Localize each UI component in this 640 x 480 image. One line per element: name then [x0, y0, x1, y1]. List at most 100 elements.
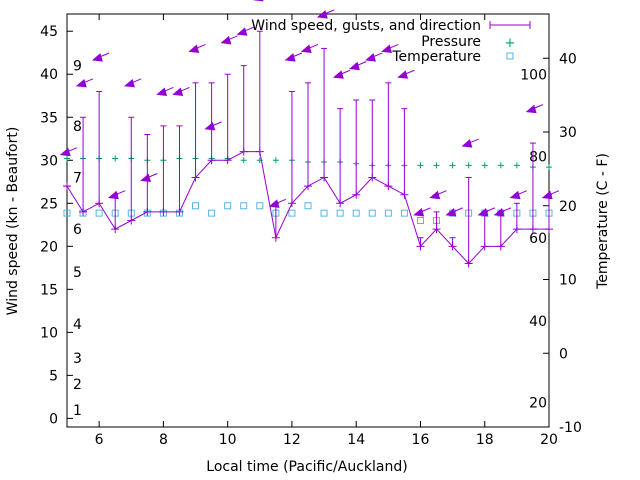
arrow-head [509, 190, 521, 200]
y2-tick-label: 40 [559, 51, 577, 67]
legend-label-pressure: Pressure [421, 34, 481, 50]
y-tick-label: 20 [40, 239, 58, 255]
arrow-head [91, 53, 103, 62]
wind-direction-arrow [397, 69, 415, 79]
wind-speed-point [464, 259, 473, 268]
x-tick-label: 12 [283, 432, 301, 448]
y2-axis-label: Temperature (C - F) [595, 153, 611, 290]
y-tick-label: 15 [40, 282, 58, 298]
wind-direction-arrow [381, 43, 399, 53]
legend-swatch-temperature [506, 52, 514, 60]
wind-speed-point [400, 190, 409, 199]
pressure-point [546, 164, 552, 171]
fahrenheit-label: 100 [520, 67, 547, 83]
arrow-head [188, 44, 200, 53]
y2-tick-label: 30 [559, 125, 577, 141]
arrow-head [59, 147, 71, 157]
wind-speed-point [512, 225, 521, 234]
wind-speed-point [255, 147, 264, 156]
arrow-head [365, 53, 376, 62]
beaufort-label: 1 [73, 403, 82, 419]
y2-tick-label: -10 [559, 420, 582, 436]
wind-speed-point [304, 182, 312, 191]
arrow-head [381, 44, 393, 53]
y2-axis-ticks: -10 0 10 20 30 40 [543, 51, 582, 436]
temperature-point [240, 202, 248, 210]
pressure-point [481, 162, 488, 169]
wind-speed-point [528, 225, 537, 234]
wind-direction-arrow [75, 78, 94, 88]
temperature-point [352, 209, 360, 217]
beaufort-label: 2 [73, 377, 82, 393]
beaufort-label: 4 [73, 317, 82, 333]
wind-speed-point [320, 173, 329, 182]
arrow-head [541, 190, 553, 200]
y-axis-label: Wind speed (kn - Beaufort) [5, 127, 21, 316]
arrow-head [493, 208, 505, 217]
pressure-point [272, 157, 279, 164]
x-tick-label: 18 [476, 432, 494, 448]
wind-speed-point [95, 199, 104, 208]
wind-direction-arrow [300, 43, 319, 53]
x-axis-label: Local time (Pacific/Auckland) [206, 459, 407, 475]
wind-direction-arrow [108, 190, 126, 200]
wind-direction-arrow [220, 35, 238, 45]
y-axis-ticks: 0 5 10 15 20 25 30 35 40 45 [40, 24, 73, 427]
temperature-point [304, 202, 312, 210]
beaufort-scale-labels: 1 2 3 4 5 6 7 8 9 [73, 59, 82, 419]
temperature-point [192, 202, 200, 210]
y2-tick-label: 10 [559, 273, 577, 289]
arrow-head [332, 70, 344, 79]
wind-direction-arrow [429, 190, 447, 200]
temperature-point [63, 209, 71, 217]
fahrenheit-scale-labels: 20 40 60 80 100 [520, 67, 547, 411]
gust-bars [64, 30, 552, 264]
beaufort-label: 6 [73, 222, 82, 238]
legend-swatch-pressure: + [505, 36, 516, 51]
wind-speed-point [287, 199, 296, 208]
temperature-point [208, 209, 216, 217]
wind-direction-arrow [124, 78, 142, 88]
wind-direction-arrow [140, 173, 158, 183]
wind-speed-point [63, 182, 71, 191]
wind-speed-point [239, 147, 248, 156]
fahrenheit-label: 20 [529, 396, 547, 412]
pressure-point [240, 157, 247, 164]
temperature-point [368, 209, 376, 217]
wind-direction-arrow [349, 61, 367, 71]
arrow-head [204, 121, 216, 131]
arrow-head [252, 0, 264, 2]
arrow-head [156, 87, 168, 97]
temperature-point [256, 202, 264, 210]
x-tick-label: 20 [540, 432, 558, 448]
wind-speed-point [480, 242, 489, 251]
arrow-head [525, 104, 537, 114]
wind-speed-point [448, 242, 457, 251]
wind-direction-arrow [59, 147, 78, 157]
wind-direction-arrow [236, 26, 254, 36]
wind-direction-arrow [284, 52, 303, 62]
arrow-head [75, 78, 87, 88]
y-tick-label: 30 [40, 153, 58, 169]
wind-direction-arrow [413, 207, 431, 217]
beaufort-label: 5 [73, 265, 82, 281]
arrow-head [445, 208, 457, 217]
wind-direction-arrow [316, 9, 335, 19]
legend-label-temperature: Temperature [391, 49, 481, 65]
wind-speed-point [159, 207, 168, 216]
pressure-point [513, 162, 520, 169]
wind-speed-point [143, 207, 152, 216]
wind-speed-point [207, 156, 216, 165]
arrow-head [461, 139, 473, 148]
temperature-series [63, 202, 553, 224]
temperature-point [288, 209, 296, 217]
legend: Wind speed, gusts, and direction Pressur… [251, 18, 531, 65]
arrow-head [108, 190, 119, 200]
y-tick-label: 40 [40, 67, 58, 83]
temperature-point [336, 209, 344, 217]
fahrenheit-label: 40 [529, 314, 547, 330]
wind-direction-arrow [541, 190, 560, 200]
wind-speed-point [384, 182, 393, 191]
arrow-head [316, 10, 328, 19]
x-tick-label: 8 [159, 432, 168, 448]
